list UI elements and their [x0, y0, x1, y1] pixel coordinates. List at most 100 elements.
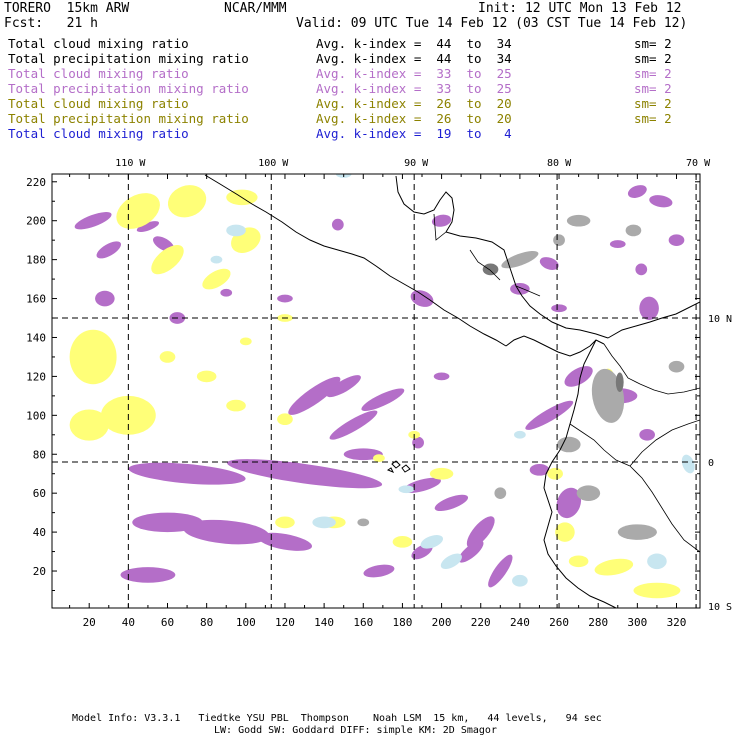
moisture-blob: [433, 372, 450, 381]
moisture-blob: [458, 540, 484, 563]
lat-lon-gridlines: [52, 174, 700, 608]
model-title: TORERO 15km ARW: [4, 1, 130, 16]
moisture-blob: [329, 410, 378, 440]
moisture-blob: [95, 290, 115, 307]
moisture-blob: [609, 240, 626, 248]
moisture-blob: [633, 582, 681, 599]
moisture-blob: [326, 375, 361, 398]
moisture-blob: [361, 388, 405, 412]
coastline-yucatan: [395, 175, 455, 233]
border-colombia: [603, 343, 700, 395]
moisture-blob: [627, 185, 647, 198]
moisture-blob: [363, 564, 395, 578]
moisture-blob: [649, 195, 673, 208]
border-ecuador: [569, 423, 631, 467]
legend-kindex: Avg. k-index = 44 to 34: [316, 51, 512, 66]
moisture-blob: [392, 535, 413, 548]
legend-field: Total cloud mixing ratio: [8, 66, 189, 81]
moisture-blob: [639, 296, 659, 320]
moisture-blob: [288, 376, 341, 415]
footer-model-info: Model Info: V3.3.1 Tiedtke YSU PBL Thomp…: [72, 713, 602, 724]
moisture-blob: [551, 304, 567, 313]
legend-field: Total cloud mixing ratio: [8, 126, 189, 141]
organization-label: NCAR/MMM: [224, 1, 287, 16]
longitude-label: 70 W: [686, 158, 711, 169]
border-peru: [629, 465, 700, 553]
moisture-blob: [226, 224, 246, 237]
moisture-blob: [116, 193, 160, 229]
y-tick-label: 140: [26, 331, 46, 344]
coastline-south-america-west: [543, 339, 617, 608]
moisture-blob: [202, 268, 231, 290]
moisture-blob: [440, 553, 462, 570]
moisture-blob: [210, 255, 223, 264]
moisture-blob: [429, 467, 454, 480]
y-tick-label: 80: [33, 448, 46, 461]
init-time: Init: 12 UTC Mon 13 Feb 12: [478, 1, 682, 16]
legend-smoothing: sm= 2: [634, 51, 672, 66]
moisture-blob: [277, 413, 293, 426]
moisture-field-layer: [69, 174, 695, 599]
y-tick-label: 180: [26, 254, 46, 267]
moisture-blob: [647, 553, 667, 570]
legend-field: Total precipitation mixing ratio: [8, 81, 249, 96]
footer-physics-info: LW: Godd SW: Goddard DIFF: simple KM: 2D…: [214, 725, 497, 736]
moisture-blob: [488, 554, 513, 588]
y-tick-label: 60: [33, 487, 46, 500]
moisture-blob: [151, 245, 184, 275]
x-tick-label: 200: [432, 616, 452, 629]
moisture-blob: [466, 516, 495, 548]
moisture-blob: [681, 454, 695, 474]
legend-smoothing: sm= 2: [634, 96, 672, 111]
moisture-blob: [277, 294, 293, 303]
moisture-blob: [96, 241, 121, 259]
x-tick-label: 240: [510, 616, 530, 629]
y-tick-label: 120: [26, 370, 46, 383]
moisture-blob: [594, 558, 634, 576]
moisture-blob: [568, 555, 589, 568]
moisture-blob: [431, 214, 452, 227]
x-tick-label: 120: [275, 616, 295, 629]
moisture-blob: [412, 436, 424, 449]
moisture-blob: [564, 366, 593, 387]
valid-time: Valid: 09 UTC Tue 14 Feb 12 (03 CST Tue …: [296, 16, 688, 31]
moisture-blob: [501, 250, 539, 269]
moisture-blob: [639, 428, 655, 441]
forecast-hour: Fcst: 21 h: [4, 16, 98, 31]
moisture-blob: [183, 519, 270, 545]
legend-kindex: Avg. k-index = 19 to 4: [316, 126, 512, 141]
x-tick-label: 280: [588, 616, 608, 629]
moisture-blob: [136, 221, 160, 232]
axis-labels: 20 40 60 80 100 120 140 160 180 200 220 240 260 280 30…: [26, 158, 732, 629]
moisture-blob: [196, 370, 217, 383]
latitude-label: 10 N: [708, 314, 732, 325]
legend-kindex: Avg. k-index = 33 to 25: [316, 81, 512, 96]
legend-field: Total precipitation mixing ratio: [8, 51, 249, 66]
legend-field: Total cloud mixing ratio: [8, 96, 189, 111]
y-tick-label: 40: [33, 526, 46, 539]
x-tick-label: 20: [83, 616, 96, 629]
moisture-blob: [120, 567, 176, 583]
y-tick-label: 100: [26, 409, 46, 422]
moisture-blob: [553, 234, 565, 247]
legend-field: Total cloud mixing ratio: [8, 36, 189, 51]
x-tick-label: 100: [236, 616, 256, 629]
moisture-blob: [482, 263, 499, 276]
moisture-blob: [239, 337, 252, 346]
y-tick-label: 20: [33, 565, 46, 578]
legend-kindex: Avg. k-index = 44 to 34: [316, 36, 512, 51]
x-tick-label: 180: [392, 616, 412, 629]
moisture-blob: [556, 487, 582, 519]
longitude-label: 100 W: [258, 158, 289, 169]
moisture-blob: [357, 518, 370, 527]
x-tick-label: 80: [200, 616, 213, 629]
moisture-blob: [668, 234, 685, 247]
moisture-blob: [547, 467, 563, 480]
moisture-blob: [668, 360, 685, 373]
moisture-blob: [159, 351, 176, 363]
moisture-blob: [398, 485, 415, 494]
moisture-blob: [410, 290, 434, 307]
x-tick-label: 320: [667, 616, 687, 629]
galapagos-islands: [386, 460, 411, 473]
